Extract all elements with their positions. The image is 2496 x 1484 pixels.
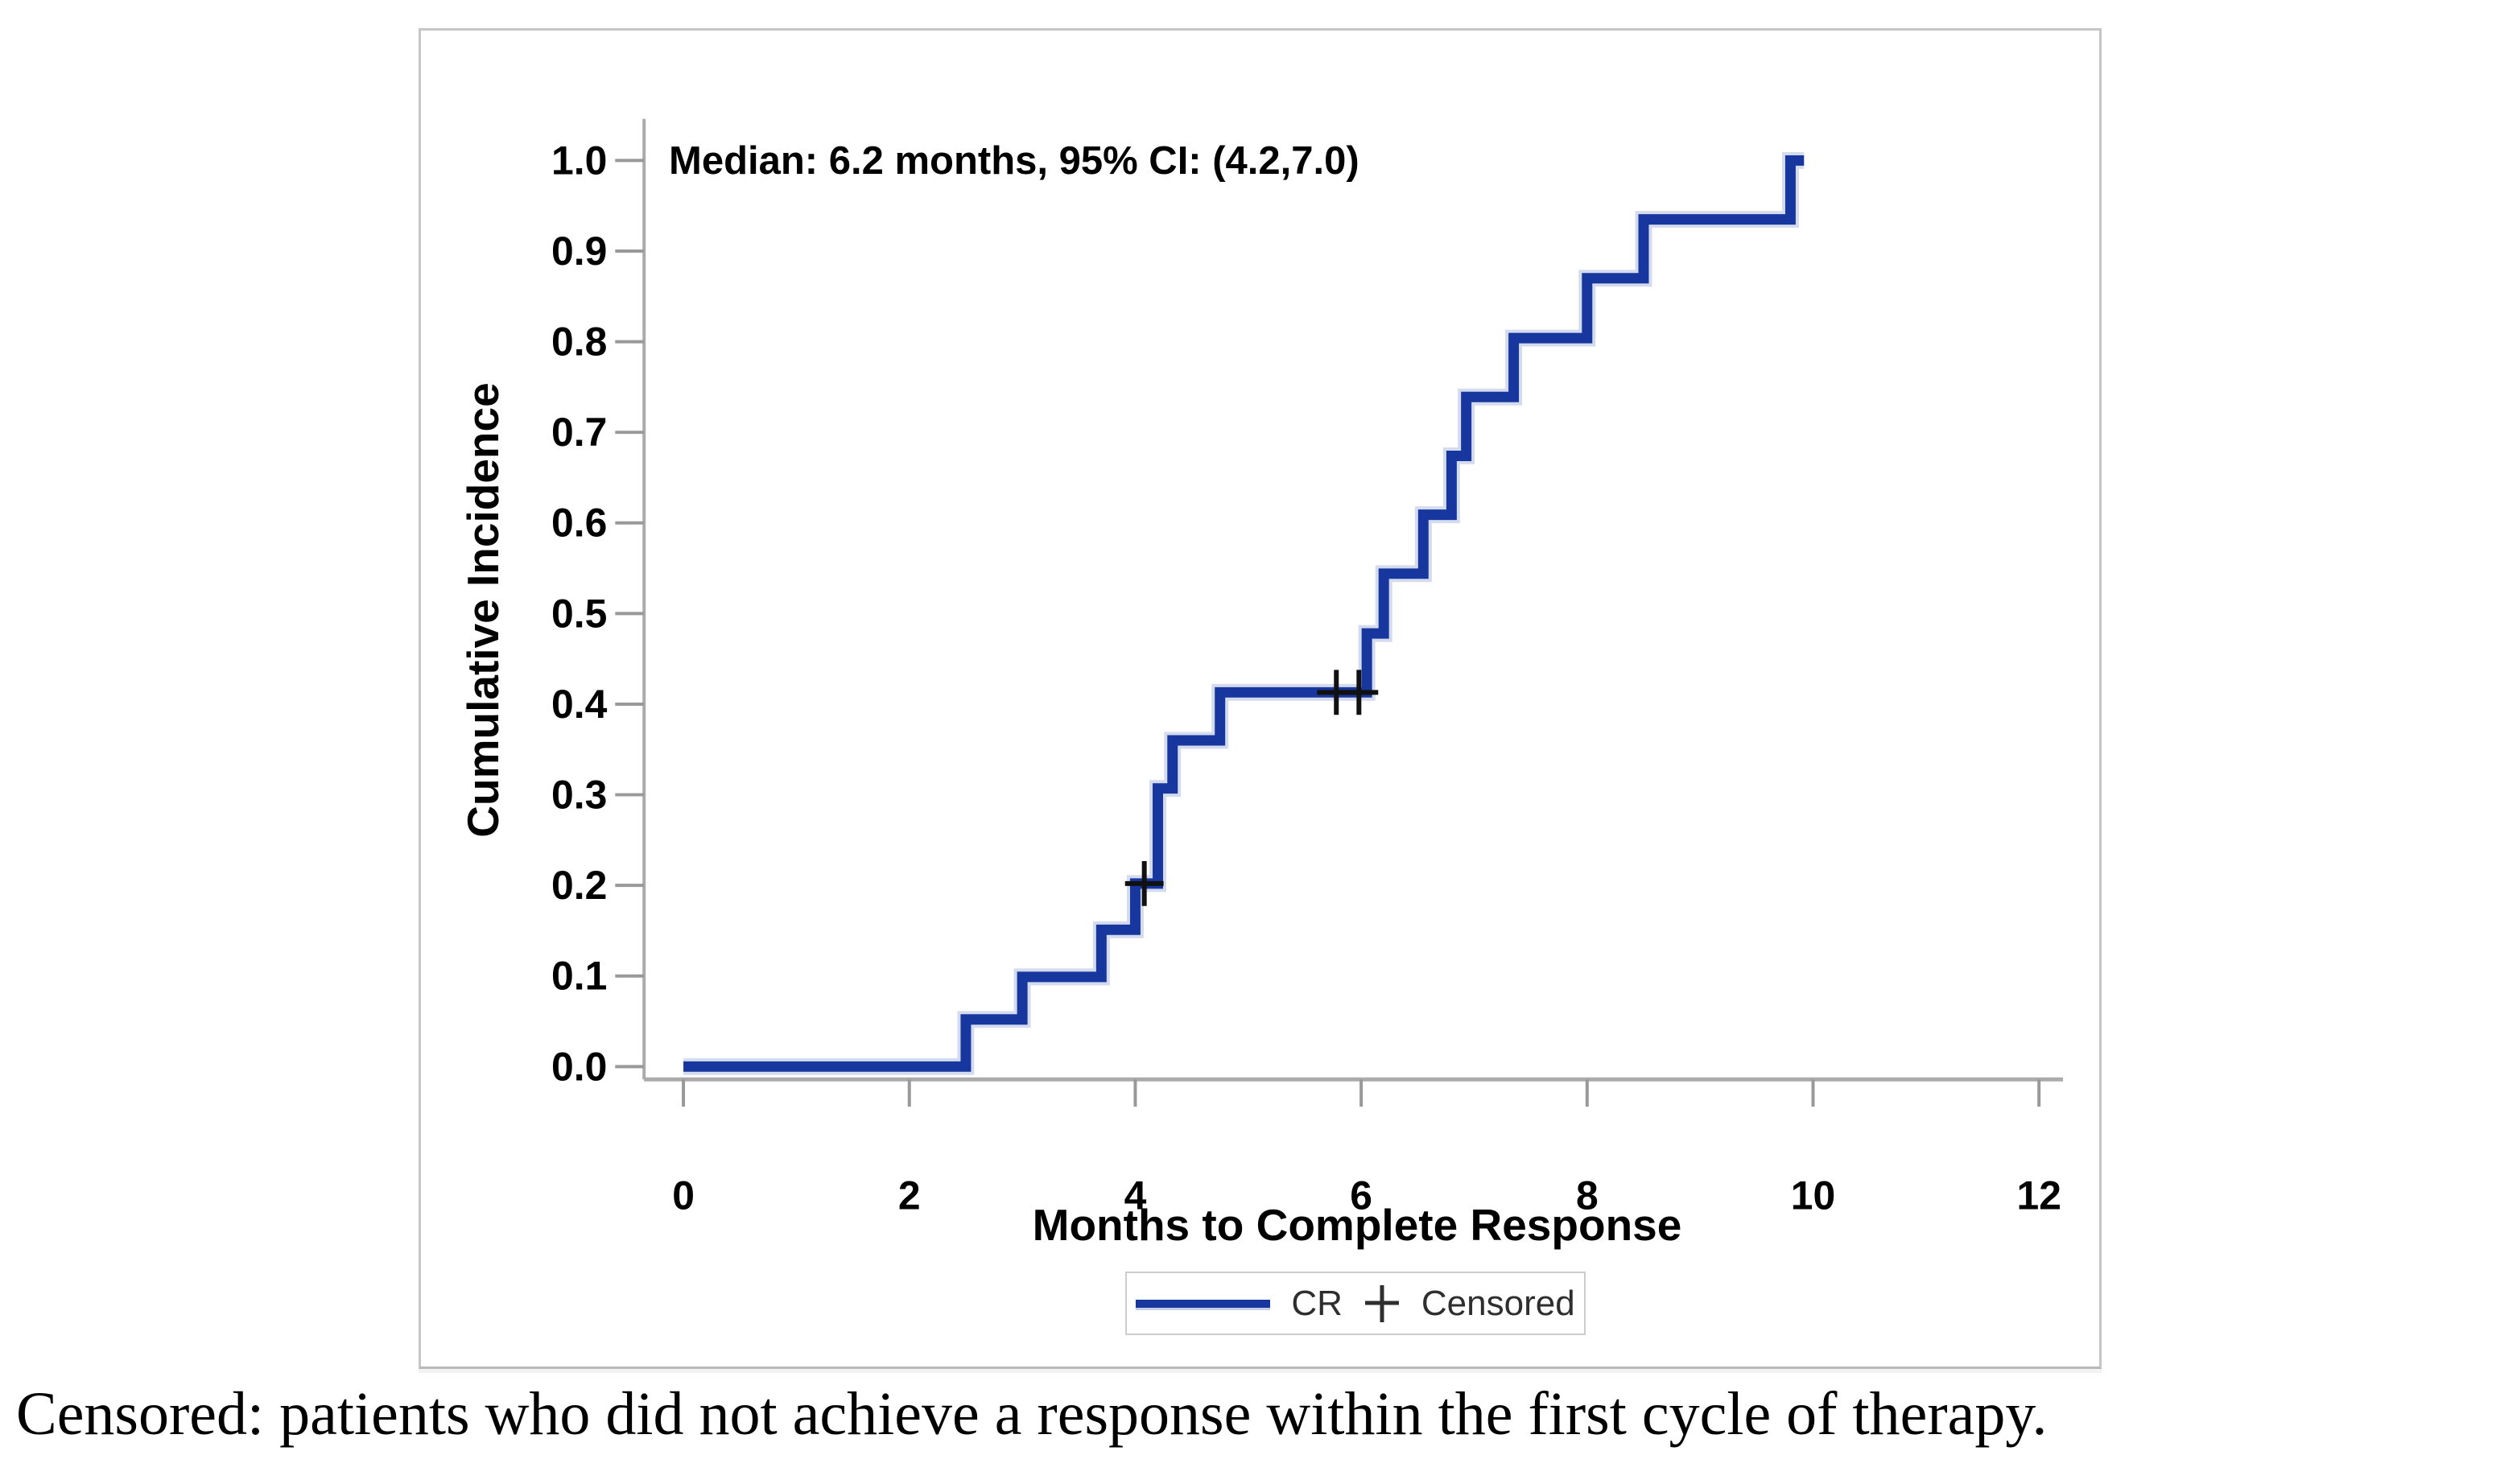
y-tick-label: 0.4 bbox=[551, 682, 608, 727]
y-tick-label: 0.3 bbox=[551, 773, 607, 818]
y-tick-label: 0.2 bbox=[551, 863, 607, 908]
legend: CR Censored bbox=[1125, 1272, 1586, 1335]
legend-cr-label: CR bbox=[1291, 1283, 1343, 1323]
legend-censored-label: Censored bbox=[1421, 1283, 1575, 1323]
x-tick-label: 0 bbox=[672, 1173, 695, 1218]
figure-box: 0 2 4 6 8 10 12 0.0 0.1 0.2 0.3 0.4 0.5 0.6 0.7 0.8 0.9 1… bbox=[419, 28, 2102, 1369]
x-tick-label: 6 bbox=[1350, 1173, 1372, 1218]
cr-curve-halo bbox=[683, 151, 1805, 1075]
x-axis-title: Months to Complete Response bbox=[1032, 1200, 1682, 1250]
y-tick-label: 0.0 bbox=[551, 1044, 607, 1089]
median-annotation: Median: 6.2 months, 95% CI: (4.2,7.0) bbox=[669, 139, 1359, 183]
y-tick-label: 0.9 bbox=[551, 229, 607, 274]
y-tick-label: 0.1 bbox=[551, 954, 607, 999]
x-tick-label: 8 bbox=[1576, 1173, 1599, 1218]
x-tick-label: 12 bbox=[2016, 1173, 2061, 1218]
y-tick-label: 1.0 bbox=[551, 138, 607, 183]
y-tick-label: 0.5 bbox=[551, 591, 607, 636]
x-tick-label: 2 bbox=[898, 1173, 921, 1218]
x-tick-label: 4 bbox=[1124, 1173, 1147, 1218]
y-tick-label: 0.8 bbox=[551, 319, 607, 365]
y-axis-title: Cumulative Incidence bbox=[458, 382, 508, 838]
cumulative-incidence-plot: 0 2 4 6 8 10 12 0.0 0.1 0.2 0.3 0.4 0.5 0.6 0.7 0.8 0.9 1… bbox=[551, 118, 2064, 1218]
y-tick-label: 0.6 bbox=[551, 501, 607, 546]
y-tick-label: 0.7 bbox=[551, 410, 607, 455]
cr-step-curve bbox=[683, 155, 1805, 1072]
cr-line-swatch bbox=[1136, 1299, 1271, 1308]
censored-plus-icon bbox=[1364, 1284, 1399, 1322]
x-tick-label: 10 bbox=[1791, 1173, 1835, 1218]
figure-caption: Censored: patients who did not achieve a… bbox=[16, 1380, 2048, 1448]
